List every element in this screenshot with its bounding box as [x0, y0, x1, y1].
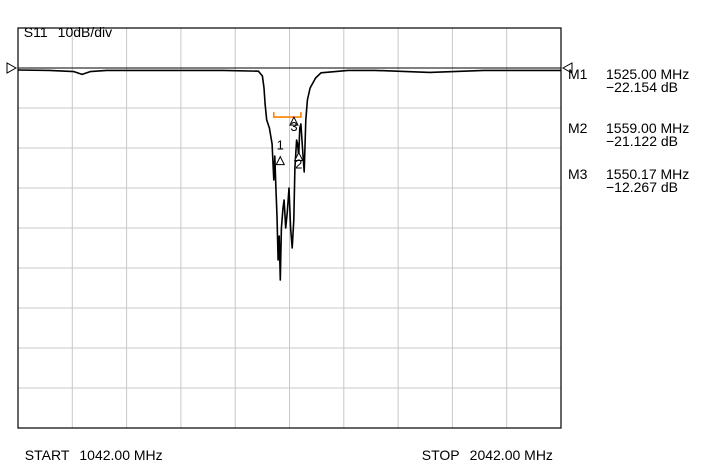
marker-number-label: 1	[277, 138, 284, 153]
reference-right-triangle-icon	[561, 62, 573, 74]
marker-frequency: 1525.00 MHz	[606, 66, 690, 82]
marker-value: −21.122 dB	[606, 133, 679, 149]
plot-area: 12 3	[6, 27, 573, 429]
marker-layer: 12 3	[272, 112, 304, 171]
start-label: START	[24, 447, 70, 463]
stop-label: STOP	[421, 447, 460, 463]
stop-value: 2042.00 MHz	[469, 447, 553, 463]
marker-name: M3	[568, 166, 588, 182]
marker-triangle-icon	[289, 115, 299, 126]
marker-name: M2	[568, 120, 588, 136]
plot-frame	[17, 27, 562, 429]
start-frequency: START 1042.00 MHz	[17, 431, 163, 463]
stop-frequency: STOP 2042.00 MHz	[414, 431, 553, 463]
trace-header: S11 10dB/div	[16, 8, 122, 40]
marker-frequency: 1550.17 MHz	[606, 166, 690, 182]
marker-triangle-icon	[293, 151, 304, 161]
marker-value: −12.267 dB	[606, 179, 679, 195]
marker-frequency: 1559.00 MHz	[606, 120, 690, 136]
marker-number-label: 2	[295, 156, 302, 171]
marker-number-label: 3	[290, 119, 297, 134]
reference-left-triangle-icon	[6, 62, 18, 74]
trace-name: S11	[23, 24, 48, 40]
scale-label: 10dB/div	[57, 24, 113, 40]
trace-line-1	[17, 69, 561, 281]
marker-name: M1	[568, 66, 588, 82]
reference-indicators	[6, 62, 573, 74]
bandwidth-marker	[272, 112, 302, 118]
trace-layer	[17, 69, 561, 281]
marker-value: −22.154 dB	[606, 79, 679, 95]
start-value: 1042.00 MHz	[79, 447, 163, 463]
grid	[18, 28, 561, 428]
marker-triangle-icon	[275, 155, 286, 166]
